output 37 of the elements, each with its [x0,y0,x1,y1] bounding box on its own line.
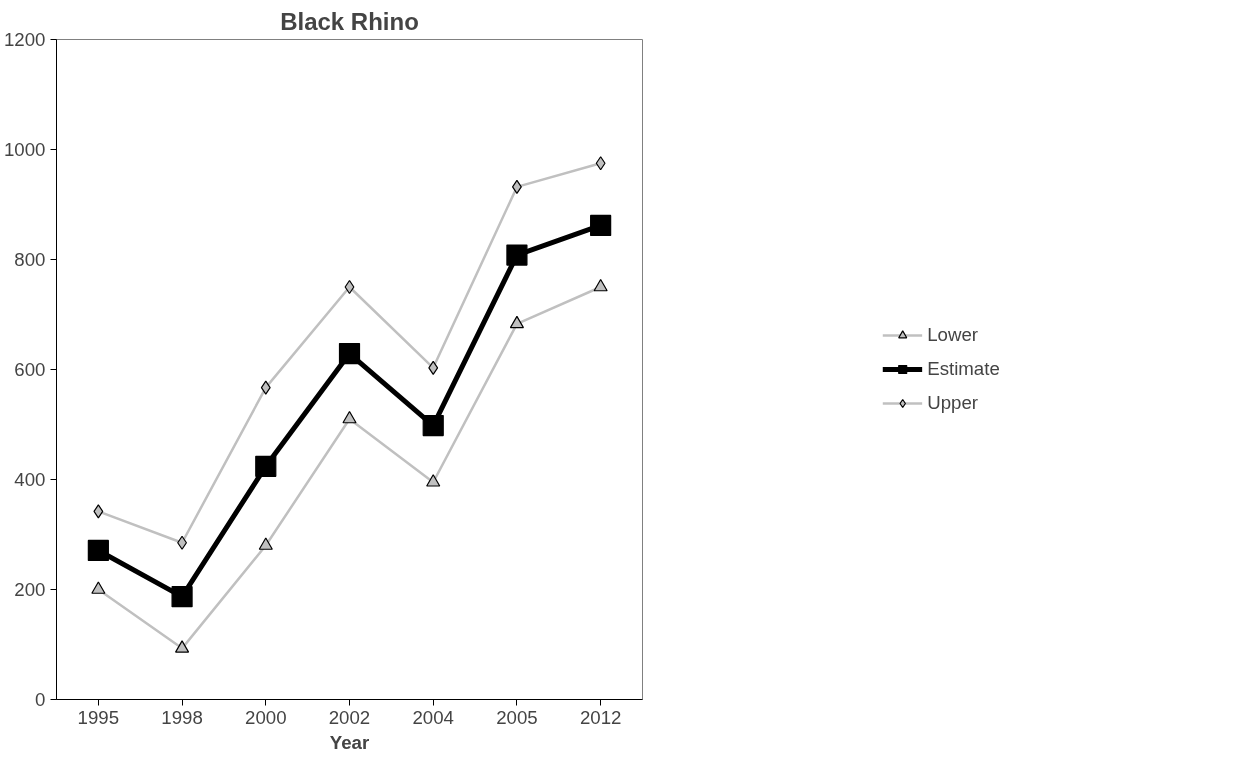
x-tick-label: 2004 [412,706,454,728]
x-tick-label: 2005 [496,706,538,728]
point [509,315,525,329]
point [428,360,439,375]
y-tick-label: 1000 [4,139,46,160]
y-tick-label: 600 [14,359,46,380]
x-tick-label: 2012 [579,706,622,728]
point [260,380,271,395]
point [506,244,528,266]
legend-label: Upper [927,392,979,414]
y-tick-label: 1200 [4,29,46,50]
point [255,455,277,477]
point [338,342,361,365]
y-tick-label: 0 [35,689,46,710]
point [590,214,612,236]
point [422,415,444,437]
y-tick-label: 400 [14,469,46,490]
point [91,581,106,594]
x-axis-title: Year [329,731,370,753]
point [593,278,608,292]
x-tick-label: 2002 [328,706,371,728]
y-tick-label: 800 [14,249,46,270]
point [595,156,606,171]
point [174,640,190,653]
x-tick-label: 1998 [161,706,203,728]
point [426,474,441,487]
chart-title: Black Rhino [280,7,419,35]
y-tick-label: 200 [14,579,46,600]
legend-label: Lower [927,324,979,346]
point [342,410,357,424]
point [87,539,109,562]
x-tick-label: 1995 [77,706,120,728]
point [93,504,104,519]
x-tick-label: 2000 [245,706,287,728]
point [258,537,273,550]
legend-label: Estimate [927,358,1000,380]
point [171,586,193,608]
